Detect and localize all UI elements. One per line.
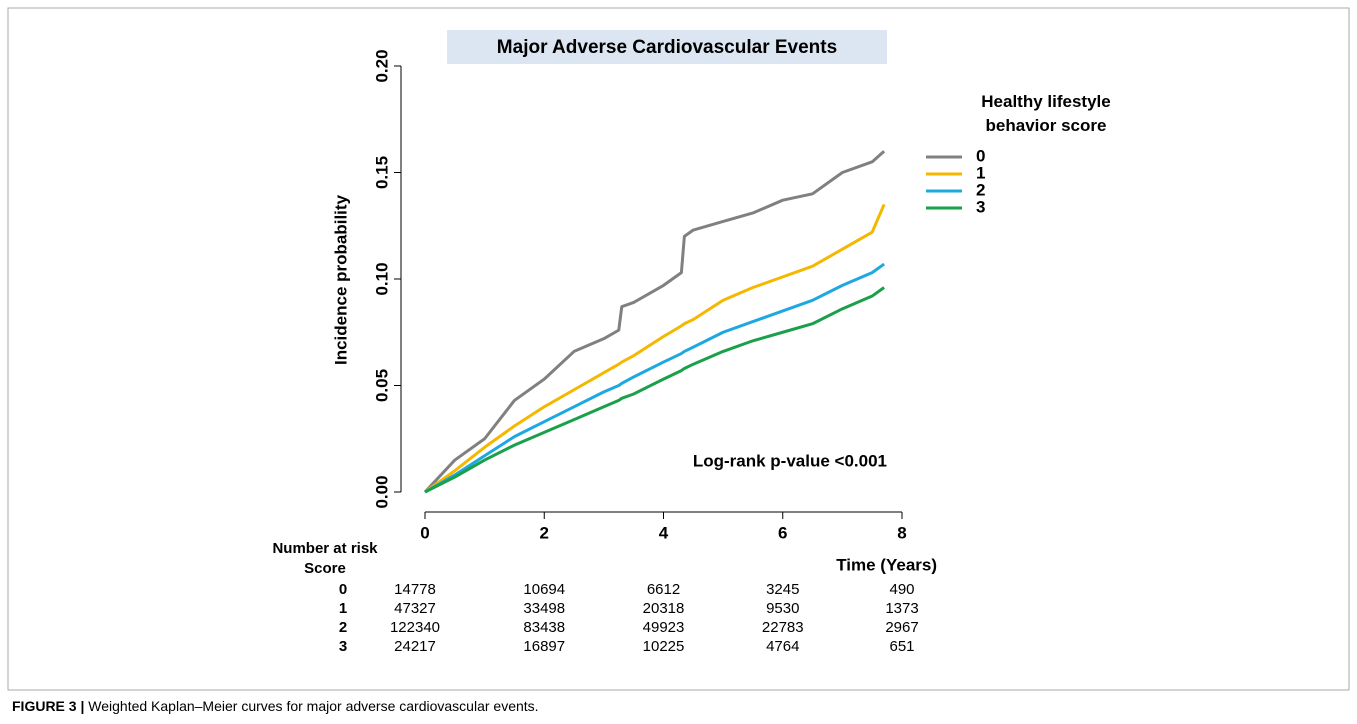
risk-value: 49923 [643, 619, 685, 636]
legend-title: Healthy lifestyle behavior score [981, 92, 1111, 135]
series-line [424, 286, 885, 494]
risk-value: 16897 [523, 638, 565, 655]
risk-header: Score [304, 560, 346, 577]
annotation: Log-rank p-value <0.001 [693, 451, 887, 470]
risk-value: 33498 [523, 600, 565, 617]
x-tick-label: 4 [659, 523, 669, 542]
y-tick-label: 0.00 [372, 475, 391, 508]
caption-text: Weighted Kaplan–Meier curves for major a… [88, 698, 539, 714]
x-axis-label: Time (Years) [836, 555, 937, 574]
title-box [447, 30, 887, 64]
series-line [424, 203, 886, 494]
risk-value: 490 [889, 581, 914, 598]
series-line [424, 262, 885, 494]
x-tick-label: 8 [897, 523, 906, 542]
risk-value: 24217 [394, 638, 436, 655]
y-tick-label: 0.05 [372, 369, 391, 402]
risk-value: 10694 [523, 581, 565, 598]
chart-title: Major Adverse Cardiovascular Events [497, 37, 837, 58]
risk-value: 4764 [766, 638, 799, 655]
y-tick-label: 0.20 [372, 49, 391, 82]
risk-value: 122340 [390, 619, 440, 636]
frame [7, 7, 1350, 691]
risk-row-label: 0 [339, 581, 347, 598]
risk-value: 14778 [394, 581, 436, 598]
risk-value: 10225 [643, 638, 685, 655]
risk-value: 651 [889, 638, 914, 655]
legend-label: 1 [976, 163, 985, 182]
y-axis-label: Incidence probability [331, 194, 350, 365]
risk-row-label: 3 [339, 638, 347, 655]
caption-label: FIGURE 3 | [12, 698, 85, 714]
risk-value: 9530 [766, 600, 799, 617]
risk-value: 83438 [523, 619, 565, 636]
y-tick-label: 0.10 [372, 262, 391, 295]
risk-value: 2967 [885, 619, 918, 636]
risk-value: 6612 [647, 581, 680, 598]
risk-value: 20318 [643, 600, 685, 617]
x-tick-label: 2 [540, 523, 549, 542]
risk-title: Number at risk [272, 540, 378, 557]
risk-value: 3245 [766, 581, 799, 598]
risk-row-label: 1 [339, 600, 347, 617]
legend-label: 0 [976, 146, 985, 165]
risk-value: 47327 [394, 600, 436, 617]
y-tick-label: 0.15 [372, 156, 391, 189]
legend-label: 3 [976, 197, 985, 216]
legend-label: 2 [976, 180, 985, 199]
risk-row-label: 2 [339, 619, 347, 636]
x-tick-label: 6 [778, 523, 787, 542]
caption: FIGURE 3 | Weighted Kaplan–Meier curves … [12, 698, 539, 714]
x-tick-label: 0 [420, 523, 429, 542]
risk-value: 22783 [762, 619, 804, 636]
risk-value: 1373 [885, 600, 918, 617]
series-line [423, 150, 886, 494]
